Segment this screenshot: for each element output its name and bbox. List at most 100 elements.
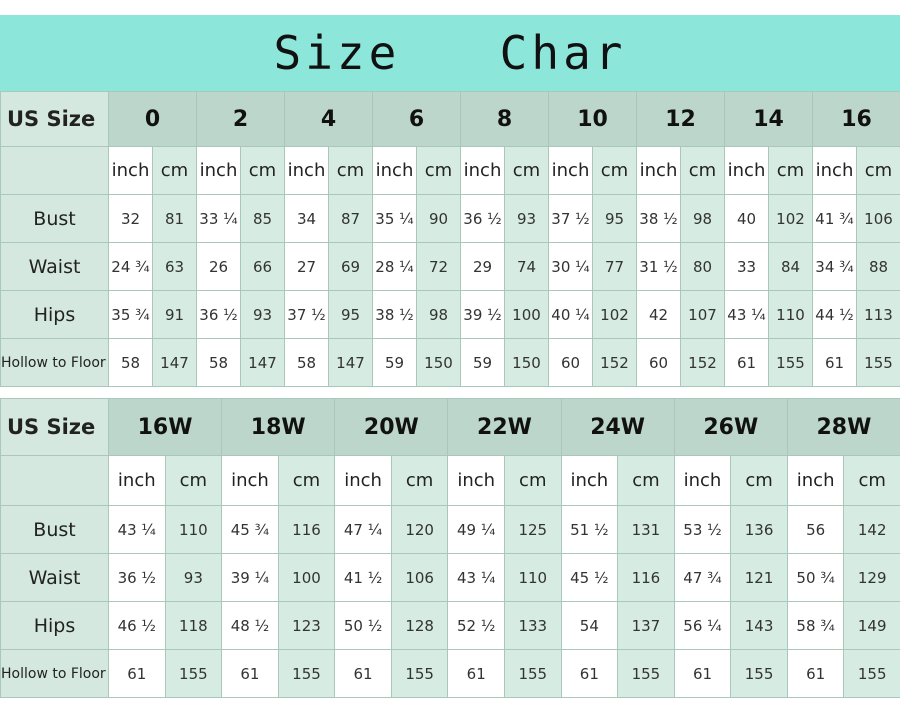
size-header-row: US Size 16W 18W 20W 22W 24W 26W 28W bbox=[0, 398, 900, 456]
measurement-value: 93 bbox=[504, 194, 549, 243]
measurement-value: 44 ½ bbox=[812, 290, 857, 339]
measurement-value: 120 bbox=[390, 505, 449, 554]
unit-cm-cell: cm bbox=[856, 146, 900, 195]
unit-inch-cell: inch bbox=[196, 146, 241, 195]
measurement-value: 155 bbox=[164, 649, 223, 698]
measurement-value: 129 bbox=[843, 553, 900, 602]
measurement-value: 61 bbox=[786, 649, 845, 698]
measurement-value: 118 bbox=[164, 601, 223, 650]
measurement-value: 102 bbox=[768, 194, 813, 243]
measurement-value: 77 bbox=[592, 242, 637, 291]
unit-cm-cell: cm bbox=[416, 146, 461, 195]
measurement-value: 136 bbox=[730, 505, 788, 554]
measurement-label: Waist bbox=[0, 553, 109, 602]
measurement-value: 36 ½ bbox=[108, 553, 166, 602]
measurement-row: Bust 32 81 33 ¼ 85 34 87 35 ¼ 90 36 ½ 93 37 ½ 95 38 ½… bbox=[0, 194, 900, 243]
size-header-cell: 0 bbox=[108, 91, 197, 147]
measurement-value: 155 bbox=[277, 649, 336, 698]
measurement-value: 155 bbox=[390, 649, 449, 698]
chart-title: Size Char bbox=[273, 26, 627, 80]
size-header-cell: 14 bbox=[724, 91, 813, 147]
size-header-cell: 8 bbox=[460, 91, 549, 147]
measurement-label: Hips bbox=[0, 290, 109, 339]
unit-inch-cell: inch bbox=[334, 455, 392, 506]
measurement-label: Waist bbox=[0, 242, 109, 291]
unit-cm-cell: cm bbox=[617, 455, 675, 506]
measurement-label: Hollow to Floor bbox=[0, 649, 109, 698]
unit-inch-cell: inch bbox=[724, 146, 769, 195]
measurement-value: 59 bbox=[460, 338, 505, 387]
measurement-value: 40 ¼ bbox=[548, 290, 593, 339]
measurement-value: 100 bbox=[504, 290, 549, 339]
measurement-value: 149 bbox=[843, 601, 900, 650]
measurement-row: Hollow to Floor 61 155 61 155 61 155 61 155 61 155… bbox=[0, 649, 900, 698]
measurement-value: 72 bbox=[416, 242, 461, 291]
measurement-value: 41 ¾ bbox=[812, 194, 857, 243]
unit-cm-cell: cm bbox=[680, 146, 725, 195]
measurement-value: 58 ¾ bbox=[786, 601, 845, 650]
unit-cm-cell: cm bbox=[164, 455, 223, 506]
measurement-value: 49 ¼ bbox=[447, 505, 505, 554]
measurement-value: 53 ½ bbox=[673, 505, 732, 554]
measurement-value: 33 bbox=[724, 242, 769, 291]
unit-row: inch cm inch cm inch cm inch cm inch cm inch cm inch… bbox=[0, 146, 900, 195]
measurement-value: 116 bbox=[277, 505, 336, 554]
measurement-value: 91 bbox=[152, 290, 197, 339]
measurement-value: 85 bbox=[240, 194, 285, 243]
measurement-label: Hollow to Floor bbox=[0, 338, 109, 387]
measurement-value: 37 ½ bbox=[548, 194, 593, 243]
measurement-value: 38 ½ bbox=[372, 290, 417, 339]
measurement-value: 39 ½ bbox=[460, 290, 505, 339]
measurement-value: 60 bbox=[548, 338, 593, 387]
measurement-value: 98 bbox=[680, 194, 725, 243]
measurement-value: 30 ¼ bbox=[548, 242, 593, 291]
measurement-value: 147 bbox=[152, 338, 197, 387]
unit-inch-cell: inch bbox=[673, 455, 732, 506]
size-header-cell: 12 bbox=[636, 91, 725, 147]
size-header-cell: 2 bbox=[196, 91, 285, 147]
measurement-value: 110 bbox=[164, 505, 223, 554]
measurement-row: Bust 43 ¼ 110 45 ¾ 116 47 ¼ 120 49 ¼ 125 51 ½ 131 5… bbox=[0, 505, 900, 554]
measurement-value: 84 bbox=[768, 242, 813, 291]
unit-inch-cell: inch bbox=[812, 146, 857, 195]
unit-inch-cell: inch bbox=[560, 455, 619, 506]
measurement-value: 74 bbox=[504, 242, 549, 291]
measurement-value: 43 ¼ bbox=[724, 290, 769, 339]
size-header-cell: 26W bbox=[673, 398, 788, 456]
unit-cm-cell: cm bbox=[592, 146, 637, 195]
measurement-value: 110 bbox=[768, 290, 813, 339]
measurement-value: 36 ½ bbox=[196, 290, 241, 339]
unit-inch-cell: inch bbox=[786, 455, 845, 506]
measurement-value: 123 bbox=[277, 601, 336, 650]
unit-inch-cell: inch bbox=[221, 455, 279, 506]
measurement-value: 131 bbox=[617, 505, 675, 554]
measurement-value: 61 bbox=[221, 649, 279, 698]
measurement-value: 39 ¼ bbox=[221, 553, 279, 602]
unit-cm-cell: cm bbox=[240, 146, 285, 195]
measurement-value: 61 bbox=[108, 649, 166, 698]
measurement-value: 48 ½ bbox=[221, 601, 279, 650]
measurement-value: 128 bbox=[390, 601, 449, 650]
unit-label-cell bbox=[0, 455, 109, 506]
measurement-value: 113 bbox=[856, 290, 900, 339]
unit-inch-cell: inch bbox=[548, 146, 593, 195]
measurement-value: 33 ¼ bbox=[196, 194, 241, 243]
measurement-value: 52 ½ bbox=[447, 601, 505, 650]
measurement-value: 45 ½ bbox=[560, 553, 619, 602]
measurement-value: 43 ¼ bbox=[108, 505, 166, 554]
title-banner: Size Char bbox=[0, 15, 900, 91]
measurement-value: 69 bbox=[328, 242, 373, 291]
size-header-cell: 6 bbox=[372, 91, 461, 147]
measurement-value: 24 ¾ bbox=[108, 242, 153, 291]
measurement-value: 100 bbox=[277, 553, 336, 602]
unit-cm-cell: cm bbox=[503, 455, 562, 506]
measurement-value: 35 ¾ bbox=[108, 290, 153, 339]
unit-cm-cell: cm bbox=[768, 146, 813, 195]
measurement-value: 60 bbox=[636, 338, 681, 387]
measurement-value: 152 bbox=[592, 338, 637, 387]
measurement-value: 50 ½ bbox=[334, 601, 392, 650]
measurement-label: Bust bbox=[0, 505, 109, 554]
measurement-value: 29 bbox=[460, 242, 505, 291]
measurement-value: 61 bbox=[447, 649, 505, 698]
